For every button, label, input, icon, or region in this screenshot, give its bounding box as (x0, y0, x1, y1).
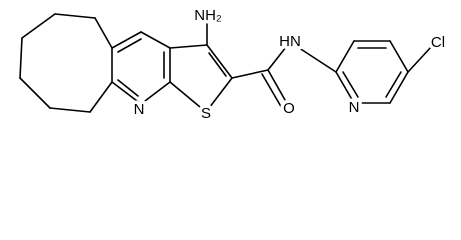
atom-label: S (201, 105, 211, 122)
atom-label: N (349, 99, 360, 116)
atom-labels: NH₂ N S O HN N Cl (130, 3, 449, 125)
structure: NH₂ N S O HN N Cl (19, 3, 449, 125)
atom-label: NH₂ (194, 7, 222, 24)
atom-label: Cl (431, 34, 445, 51)
atom-label: HN (279, 33, 301, 50)
atom-label: N (134, 101, 145, 118)
bonds (19, 13, 433, 113)
atom-label: O (283, 100, 295, 117)
